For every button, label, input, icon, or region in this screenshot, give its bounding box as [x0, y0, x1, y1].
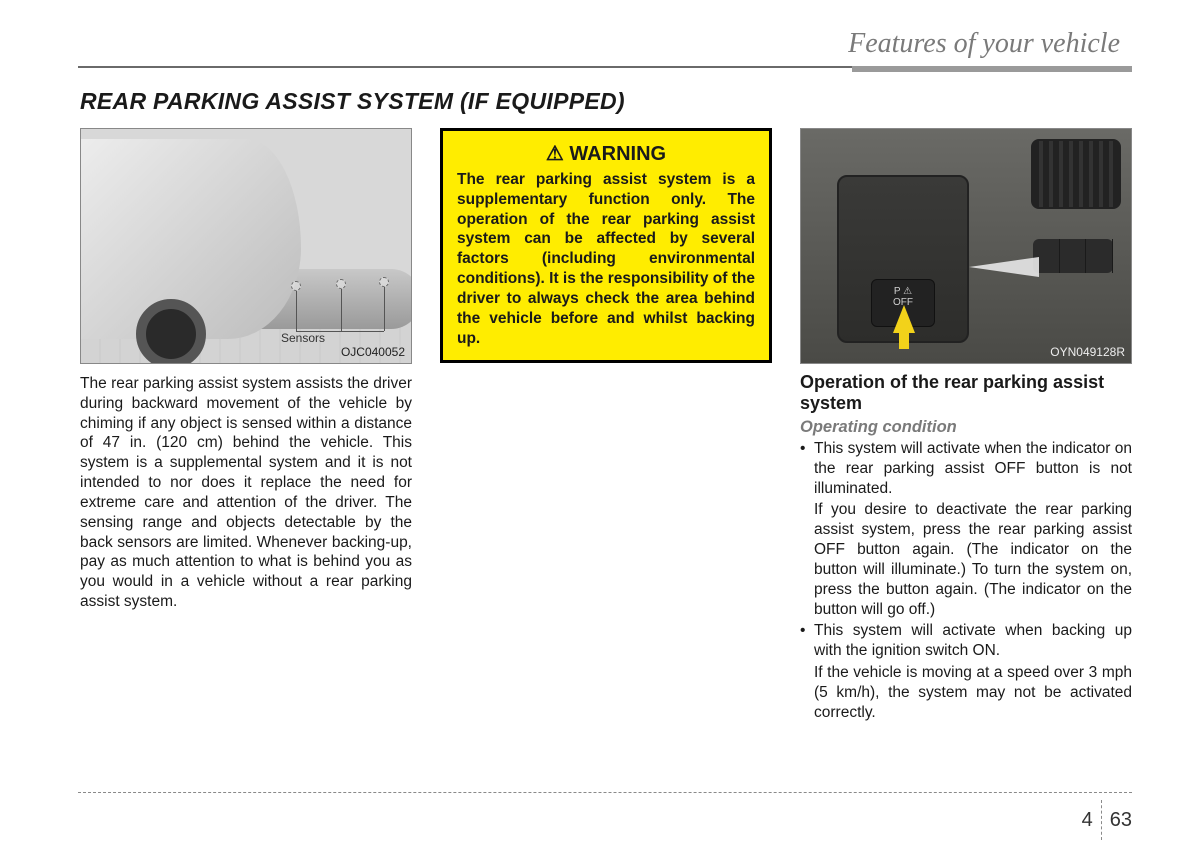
sensor-dot-3	[379, 277, 389, 287]
column-1: Sensors OJC040052 The rear parking assis…	[80, 128, 412, 725]
figure-wheel	[136, 299, 206, 364]
section-title: REAR PARKING ASSIST SYSTEM (IF EQUIPPED)	[80, 88, 625, 115]
figure1-caption: OJC040052	[341, 345, 405, 359]
warning-text: The rear parking assist system is a supp…	[457, 170, 755, 348]
figure-sensors: Sensors OJC040052	[80, 128, 412, 364]
list-item: This system will activate when backing u…	[800, 621, 1132, 661]
warning-box: ⚠ WARNING The rear parking assist system…	[440, 128, 772, 363]
warning-title: WARNING	[569, 143, 666, 165]
figure-leader-arrow	[969, 257, 1039, 277]
sensor-lead-2	[341, 289, 342, 331]
list-item: If the vehicle is moving at a speed over…	[800, 663, 1132, 722]
footer-rule	[78, 792, 1132, 793]
page-chapter: 4	[1082, 809, 1093, 832]
warning-heading: ⚠ WARNING	[457, 141, 755, 166]
header-rule	[78, 66, 1132, 68]
list-item: This system will activate when the indic…	[800, 439, 1132, 498]
warning-icon: ⚠	[546, 143, 564, 165]
button-line1: P ⚠	[872, 286, 934, 297]
column-3: P ⚠ OFF OYN049128R Operation of the rear…	[800, 128, 1132, 725]
sensor-lead-1	[296, 291, 297, 331]
page-separator	[1101, 800, 1102, 840]
list-item: If you desire to deactivate the rear par…	[800, 500, 1132, 619]
figure-vent	[1031, 139, 1121, 209]
figure2-caption: OYN049128R	[1050, 345, 1125, 359]
content-columns: Sensors OJC040052 The rear parking assis…	[80, 128, 1132, 725]
sensor-dot-1	[291, 281, 301, 291]
sensor-lead-3	[384, 287, 385, 331]
chapter-title: Features of your vehicle	[848, 28, 1120, 60]
figure-side-buttons	[1033, 239, 1113, 273]
figure-dashboard: P ⚠ OFF OYN049128R	[800, 128, 1132, 364]
body-paragraph-1: The rear parking assist system assists t…	[80, 374, 412, 612]
sensor-label: Sensors	[281, 331, 325, 345]
column-2: ⚠ WARNING The rear parking assist system…	[440, 128, 772, 725]
operating-condition-list: This system will activate when the indic…	[800, 439, 1132, 723]
operation-heading: Operation of the rear parking assist sys…	[800, 372, 1132, 414]
page-number: 4 63	[1082, 800, 1132, 840]
page-number-value: 63	[1110, 809, 1132, 832]
operating-condition-heading: Operating condition	[800, 418, 1132, 437]
figure-highlight-arrow	[893, 305, 915, 333]
sensor-dot-2	[336, 279, 346, 289]
